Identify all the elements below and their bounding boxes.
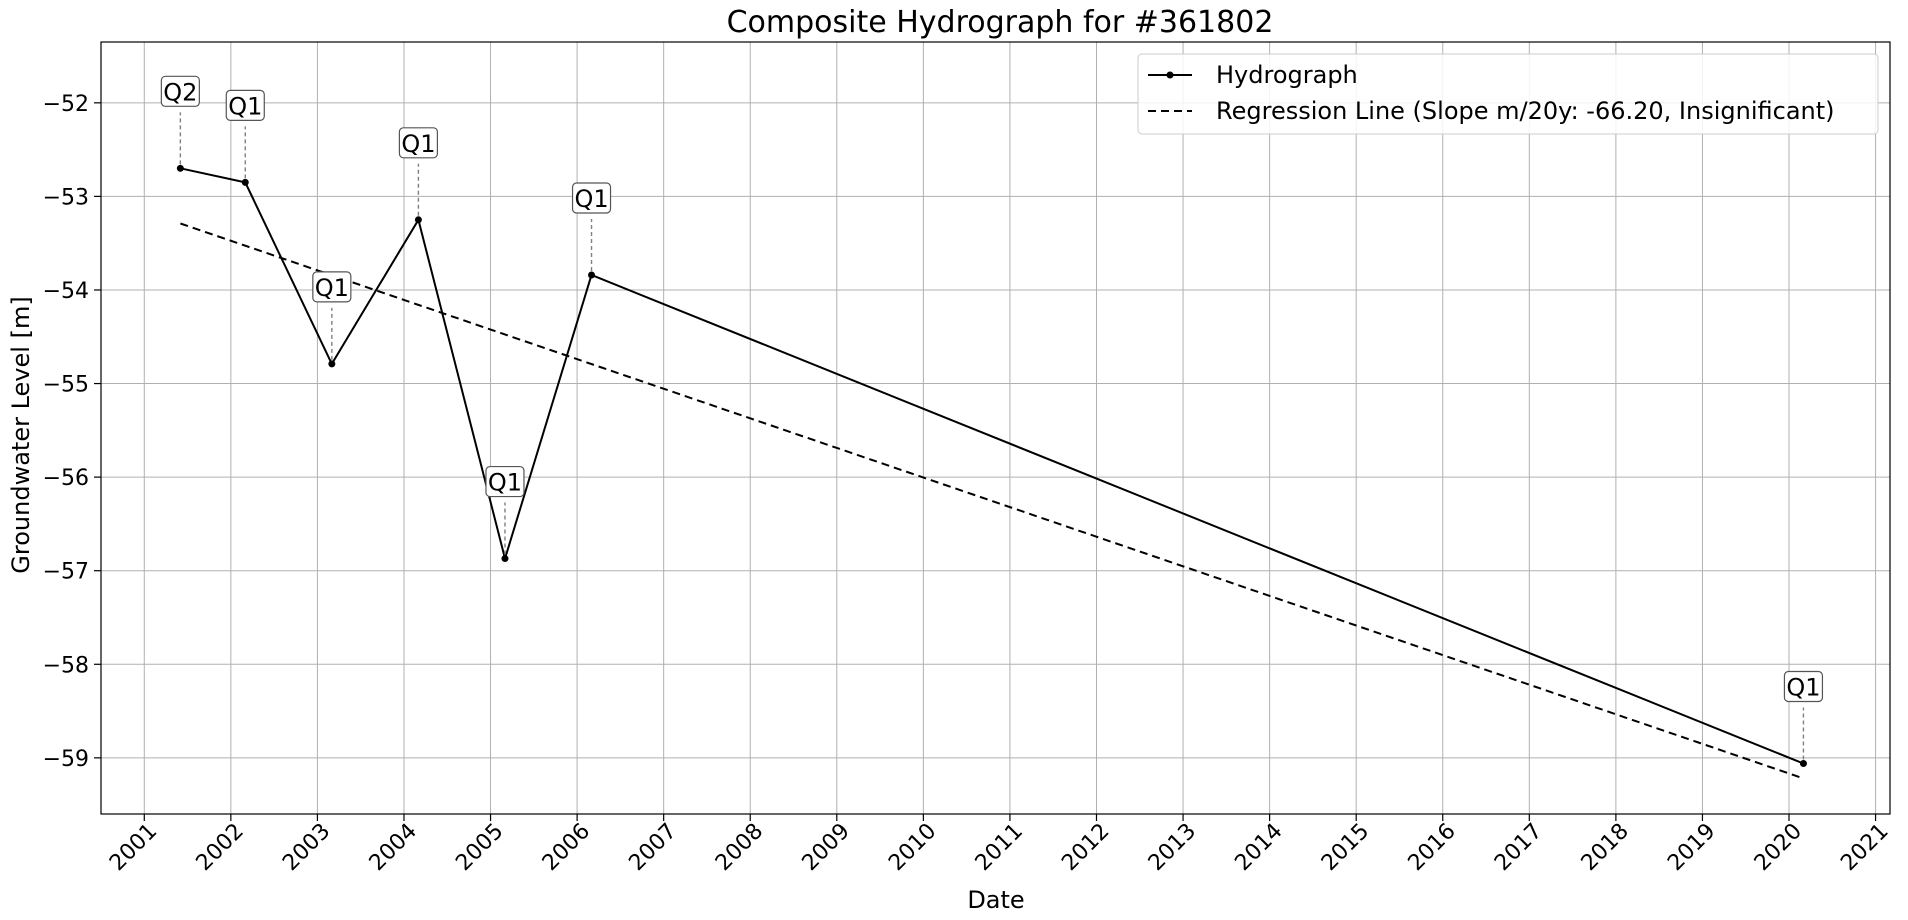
hydrograph-point xyxy=(176,164,184,172)
x-tick-label: 2021 xyxy=(1836,819,1893,876)
annotation-label: Q1 xyxy=(488,469,522,497)
y-tick-label: −52 xyxy=(43,92,89,117)
annotation-box xyxy=(312,271,352,303)
x-tick-label: 2001 xyxy=(105,819,162,876)
legend-label-regression: Regression Line (Slope m/20y: -66.20, In… xyxy=(1216,97,1835,125)
chart-title: Composite Hydrograph for #361802 xyxy=(727,5,1274,40)
annotation-box xyxy=(398,127,439,159)
quality-annotations: Q2 Q1 Q1 Q1 Q1 Q1 Q1 xyxy=(160,75,1824,760)
y-tick-label: −54 xyxy=(43,279,89,304)
x-tick-label: 2011 xyxy=(971,819,1028,876)
x-tick-label: 2020 xyxy=(1750,819,1807,876)
hydrograph-point xyxy=(501,555,509,563)
annotation-label: Q2 xyxy=(163,78,197,106)
x-tick-label: 2014 xyxy=(1230,819,1287,876)
annotation-label: Q1 xyxy=(315,274,349,302)
legend-marker-hydrograph xyxy=(1166,71,1174,79)
x-tick-label: 2004 xyxy=(365,819,422,876)
y-tick-label: −53 xyxy=(43,185,89,210)
y-tick-label: −55 xyxy=(43,373,89,398)
legend-box xyxy=(1137,53,1879,135)
hydrograph-point xyxy=(414,216,422,224)
x-tick-label: 2002 xyxy=(192,819,249,876)
annotation-box xyxy=(160,75,200,107)
x-tick-label: 2019 xyxy=(1663,819,1720,876)
y-tick-label: −57 xyxy=(43,560,89,585)
hydrograph-line xyxy=(180,167,1804,765)
x-tick-label: 2015 xyxy=(1317,819,1374,876)
y-axis-label: Groundwater Level [m] xyxy=(7,296,35,573)
hydrograph-series xyxy=(176,164,1807,767)
annotation-label: Q1 xyxy=(574,185,608,213)
x-tick-label: 2009 xyxy=(798,819,855,876)
x-tick-label: 2005 xyxy=(451,819,508,876)
legend-label-hydrograph: Hydrograph xyxy=(1216,61,1358,89)
hydrograph-point xyxy=(1799,759,1807,767)
regression-line xyxy=(180,222,1804,780)
grid xyxy=(101,42,1890,814)
x-tick-label: 2018 xyxy=(1577,819,1634,876)
annotation-label: Q1 xyxy=(1786,673,1820,701)
annotation-box xyxy=(485,465,525,498)
x-tick-label: 2007 xyxy=(624,819,681,876)
annotation-label: Q1 xyxy=(401,130,435,158)
y-tick-label: −56 xyxy=(43,466,89,491)
x-tick-label: 2006 xyxy=(538,819,595,876)
x-tick-label: 2010 xyxy=(884,819,941,876)
y-tick-label: −58 xyxy=(43,653,89,678)
legend: Hydrograph Regression Line (Slope m/20y: … xyxy=(1137,53,1879,135)
regression-series xyxy=(180,222,1804,780)
y-tick-label: −59 xyxy=(43,747,89,772)
x-tick-label: 2013 xyxy=(1144,819,1201,876)
x-tick-label: 2016 xyxy=(1404,819,1461,876)
x-axis-label: Date xyxy=(967,886,1024,914)
annotation-box xyxy=(225,89,265,121)
annotation-box xyxy=(1783,670,1824,703)
x-tick-label: 2008 xyxy=(711,819,768,876)
hydrograph-point xyxy=(588,271,596,279)
annotation-box xyxy=(571,182,612,214)
x-tick-label: 2017 xyxy=(1490,819,1547,876)
annotation-label: Q1 xyxy=(228,92,262,120)
plot-frame xyxy=(100,41,1891,815)
x-tick-label: 2012 xyxy=(1057,819,1114,876)
hydrograph-point xyxy=(328,360,336,368)
x-tick-label: 2003 xyxy=(278,819,335,876)
hydrograph-point xyxy=(241,178,249,186)
